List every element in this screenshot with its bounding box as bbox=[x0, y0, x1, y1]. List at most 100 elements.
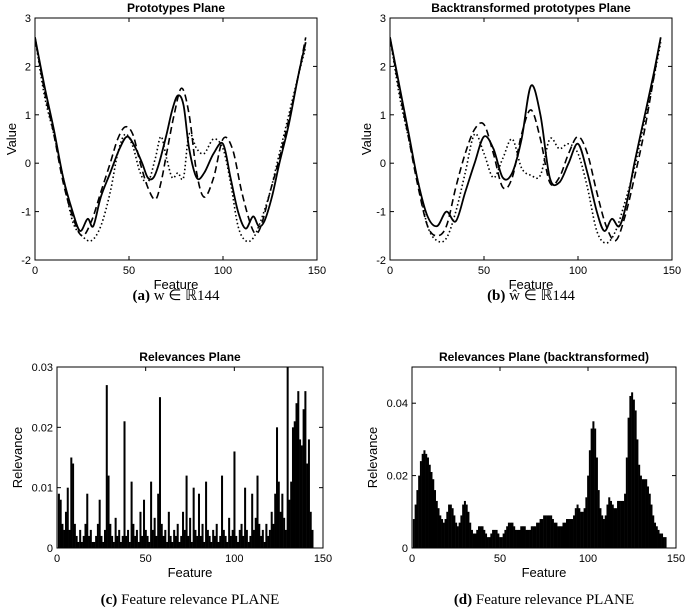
bar bbox=[426, 457, 429, 548]
bar bbox=[479, 526, 482, 548]
bar bbox=[587, 475, 590, 548]
bar bbox=[530, 526, 533, 548]
bar bbox=[595, 457, 598, 548]
bar bbox=[222, 529, 225, 548]
bar bbox=[226, 541, 229, 548]
bar bbox=[276, 427, 279, 548]
bar bbox=[537, 522, 540, 548]
figure-caption: (b) ŵ ∈ ℝ144 bbox=[487, 288, 575, 304]
bar bbox=[580, 511, 583, 548]
bar bbox=[617, 500, 620, 548]
x-tick-label: 100 bbox=[569, 265, 587, 277]
bar bbox=[520, 526, 523, 548]
y-tick-label: 0.02 bbox=[32, 422, 53, 434]
caption-label: (a) bbox=[132, 288, 150, 304]
bar bbox=[231, 529, 234, 548]
bar bbox=[151, 529, 154, 548]
bar bbox=[79, 529, 82, 548]
x-tick-label: 150 bbox=[308, 265, 326, 277]
bar bbox=[249, 535, 252, 548]
x-tick-label: 100 bbox=[579, 553, 597, 565]
chart-title: Relevances Plane (backtransformed) bbox=[439, 350, 649, 364]
axes-frame bbox=[389, 17, 673, 261]
bar bbox=[178, 541, 181, 548]
bar bbox=[576, 504, 579, 548]
bar bbox=[128, 541, 131, 548]
bar bbox=[546, 515, 549, 548]
bar bbox=[155, 535, 158, 548]
bar bbox=[254, 517, 257, 548]
bar bbox=[235, 535, 238, 548]
bar bbox=[573, 515, 576, 548]
bar bbox=[434, 490, 437, 548]
bar bbox=[543, 515, 546, 548]
bar bbox=[144, 529, 147, 548]
bar bbox=[192, 487, 195, 548]
x-tick-label: 0 bbox=[32, 265, 38, 277]
bar bbox=[293, 421, 296, 548]
caption-text: Feature relevance PLANE bbox=[476, 592, 634, 608]
bar bbox=[481, 526, 484, 548]
bar bbox=[416, 490, 419, 548]
bar bbox=[594, 428, 597, 548]
bar bbox=[648, 493, 651, 548]
figure-caption: (a) w ∈ ℝ144 bbox=[132, 288, 220, 304]
series-line-dashed bbox=[390, 37, 662, 242]
bar bbox=[444, 519, 447, 548]
bar bbox=[183, 529, 186, 548]
bar bbox=[483, 529, 486, 548]
bar bbox=[98, 499, 101, 548]
bar bbox=[199, 535, 202, 548]
bar bbox=[495, 529, 498, 548]
bar bbox=[96, 523, 99, 548]
bar bbox=[162, 535, 165, 548]
bar bbox=[453, 515, 456, 548]
bar bbox=[228, 517, 231, 548]
bar bbox=[492, 529, 495, 548]
y-axis-label: Value bbox=[4, 123, 19, 155]
bar bbox=[583, 508, 586, 548]
bar bbox=[516, 529, 519, 548]
bar bbox=[288, 499, 291, 548]
bar bbox=[590, 428, 593, 548]
bar bbox=[86, 493, 89, 548]
bar bbox=[604, 515, 607, 548]
bar bbox=[213, 535, 216, 548]
bar bbox=[169, 535, 172, 548]
bar bbox=[472, 533, 475, 548]
bar bbox=[592, 421, 595, 548]
y-tick-label: 3 bbox=[380, 13, 386, 25]
bar bbox=[500, 537, 503, 548]
bar bbox=[636, 439, 639, 548]
bar bbox=[511, 522, 514, 548]
bar bbox=[597, 490, 600, 548]
bar bbox=[125, 535, 128, 548]
bar bbox=[229, 535, 232, 548]
series-line-dotted bbox=[35, 37, 307, 243]
series-line-dashed bbox=[35, 37, 307, 237]
bar bbox=[190, 541, 193, 548]
bar bbox=[518, 529, 521, 548]
bar bbox=[217, 541, 220, 548]
bar bbox=[490, 533, 493, 548]
bar bbox=[196, 535, 199, 548]
bar bbox=[134, 535, 137, 548]
bar bbox=[146, 535, 149, 548]
bar bbox=[581, 511, 584, 548]
bar bbox=[629, 395, 632, 548]
bar bbox=[309, 511, 312, 548]
bar bbox=[277, 481, 280, 548]
bar bbox=[291, 427, 294, 548]
bar bbox=[93, 541, 96, 548]
bar bbox=[295, 403, 298, 548]
bar bbox=[611, 504, 614, 548]
bar bbox=[555, 522, 558, 548]
chart-title: Prototypes Plane bbox=[127, 1, 225, 15]
bar bbox=[102, 541, 105, 548]
bar bbox=[571, 519, 574, 548]
bar bbox=[439, 515, 442, 548]
bar bbox=[661, 533, 664, 548]
bar bbox=[643, 479, 646, 548]
y-tick-label: 0.04 bbox=[387, 398, 408, 410]
y-tick-label: 0.01 bbox=[32, 483, 53, 495]
